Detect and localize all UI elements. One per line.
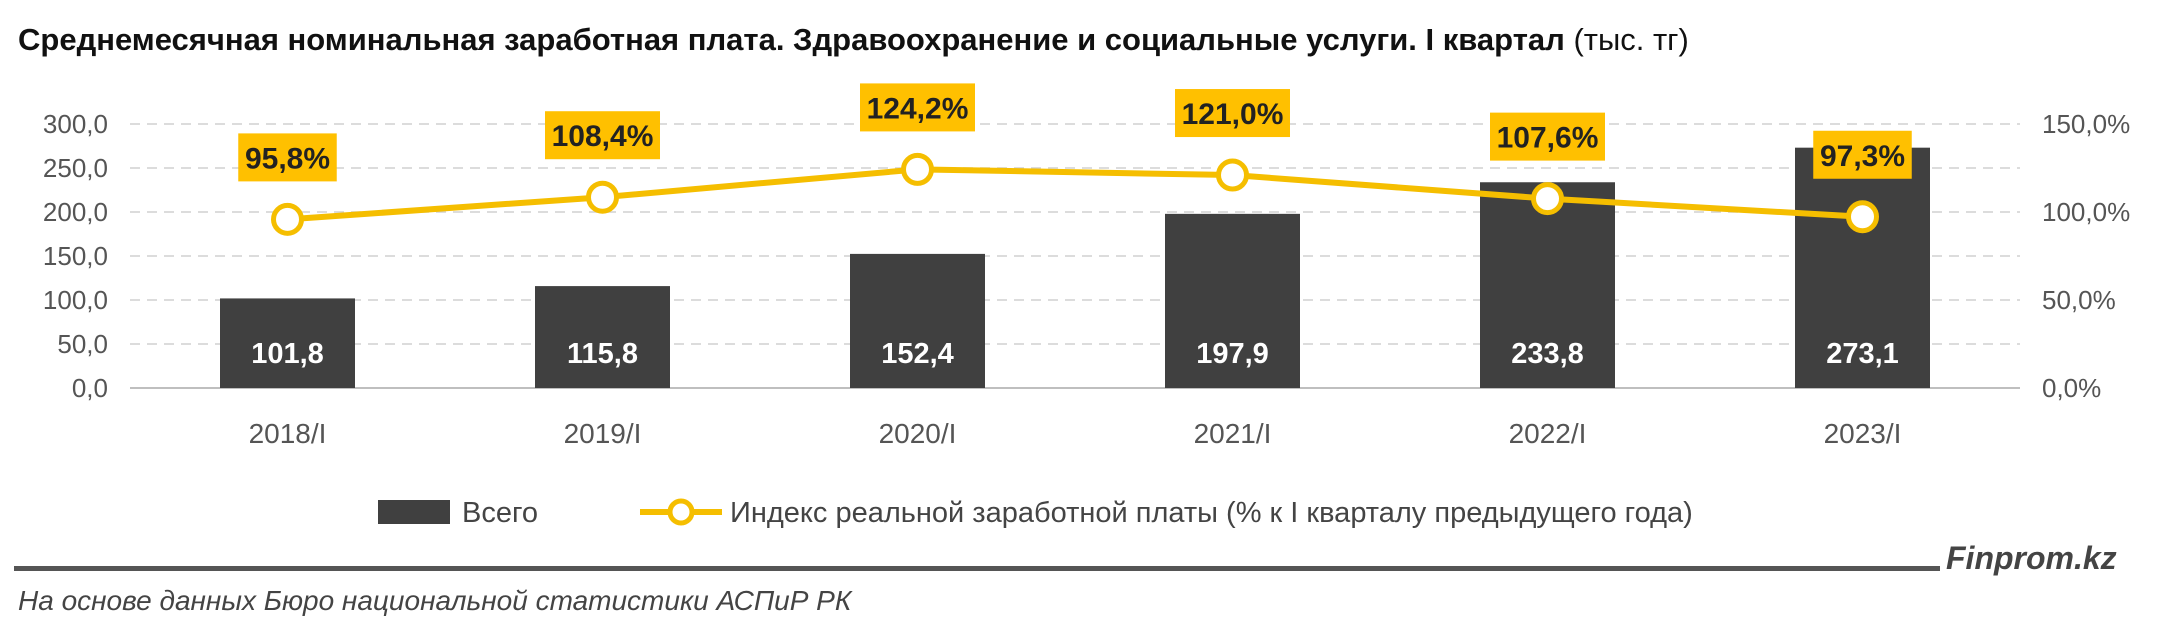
legend-swatch-marker <box>667 498 695 526</box>
line-label-box <box>545 111 660 160</box>
line-point <box>586 180 619 214</box>
bar <box>850 253 985 388</box>
category-label: 2020/I <box>879 418 957 449</box>
left-tick-label: 50,0 <box>57 329 108 359</box>
line-point <box>901 152 934 186</box>
bar-value-label: 233,8 <box>1511 338 1584 370</box>
bar-value-label: 152,4 <box>881 338 954 370</box>
left-tick-label: 200,0 <box>43 197 108 227</box>
right-axis: 0,0% 50,0% 100,0% 150,0% <box>2042 109 2130 403</box>
line-value-label: 124,2% <box>867 92 969 125</box>
source-note: На основе данных Бюро национальной стати… <box>18 585 852 616</box>
line-value-label: 108,4% <box>552 120 654 153</box>
gridlines <box>130 123 2020 389</box>
right-tick-label: 100,0% <box>2042 197 2130 227</box>
category-label: 2021/I <box>1194 418 1272 449</box>
line-label-box <box>1175 89 1290 138</box>
bar <box>1165 213 1300 388</box>
line-value-label: 107,6% <box>1497 122 1599 155</box>
bar <box>535 286 670 388</box>
footer-divider <box>14 566 1940 571</box>
bar-value-label: 273,1 <box>1826 338 1899 370</box>
line-point <box>1216 158 1249 192</box>
line-point <box>271 202 304 236</box>
legend-swatch-bars <box>378 500 450 524</box>
right-tick-label: 150,0% <box>2042 109 2130 139</box>
bar <box>1480 182 1615 388</box>
chart-title: Среднемесячная номинальная заработная пл… <box>18 18 2148 62</box>
left-tick-label: 0,0 <box>72 373 108 403</box>
bar-value-label: 101,8 <box>251 338 324 370</box>
left-tick-label: 150,0 <box>43 241 108 271</box>
bar-series: 101,8 115,8 152,4 197,9 233,8 273,1 <box>220 147 1930 388</box>
line-label-box <box>1490 112 1605 161</box>
line-label-box <box>1813 130 1912 179</box>
line-point <box>1846 200 1879 234</box>
right-tick-label: 50,0% <box>2042 285 2116 315</box>
chart-title-unit: (тыс. тг) <box>1573 22 1689 57</box>
bar <box>1795 147 1930 388</box>
category-label: 2022/I <box>1509 418 1587 449</box>
index-line <box>287 166 1863 223</box>
left-tick-label: 250,0 <box>43 153 108 183</box>
brand-label: Finprom.kz <box>1946 540 2117 576</box>
line-value-label: 95,8% <box>245 142 330 175</box>
line-value-label: 97,3% <box>1820 140 1905 173</box>
line-series: 95,8% 108,4% 124,2% 121,0% 107,6% 97,3% <box>238 83 1912 236</box>
chart: 0,0 50,0 100,0 150,0 200,0 250,0 300,0 0,0% 50,… <box>43 83 2130 529</box>
right-tick-label: 0,0% <box>2042 373 2101 403</box>
bar-value-label: 115,8 <box>567 338 638 370</box>
category-label: 2023/I <box>1824 418 1902 449</box>
left-axis: 0,0 50,0 100,0 150,0 200,0 250,0 300,0 <box>43 109 108 403</box>
line-label-box <box>238 133 337 182</box>
category-label: 2019/I <box>564 418 642 449</box>
chart-title-main: Среднемесячная номинальная заработная пл… <box>18 22 1565 57</box>
left-tick-label: 100,0 <box>43 285 108 315</box>
legend: Всего Индекс реальной заработной платы (%… <box>378 497 1693 529</box>
legend-label-bars: Всего <box>462 497 538 529</box>
line-point <box>1531 182 1564 216</box>
line-value-label: 121,0% <box>1182 98 1284 131</box>
category-label: 2018/I <box>249 418 327 449</box>
line-label-box <box>860 83 975 132</box>
bar <box>220 298 355 388</box>
left-tick-label: 300,0 <box>43 109 108 139</box>
category-axis: 2018/I 2019/I 2020/I 2021/I 2022/I 2023/I <box>249 418 1902 449</box>
legend-label-line: Индекс реальной заработной платы (% к I … <box>730 497 1693 529</box>
bar-value-label: 197,9 <box>1196 338 1269 370</box>
